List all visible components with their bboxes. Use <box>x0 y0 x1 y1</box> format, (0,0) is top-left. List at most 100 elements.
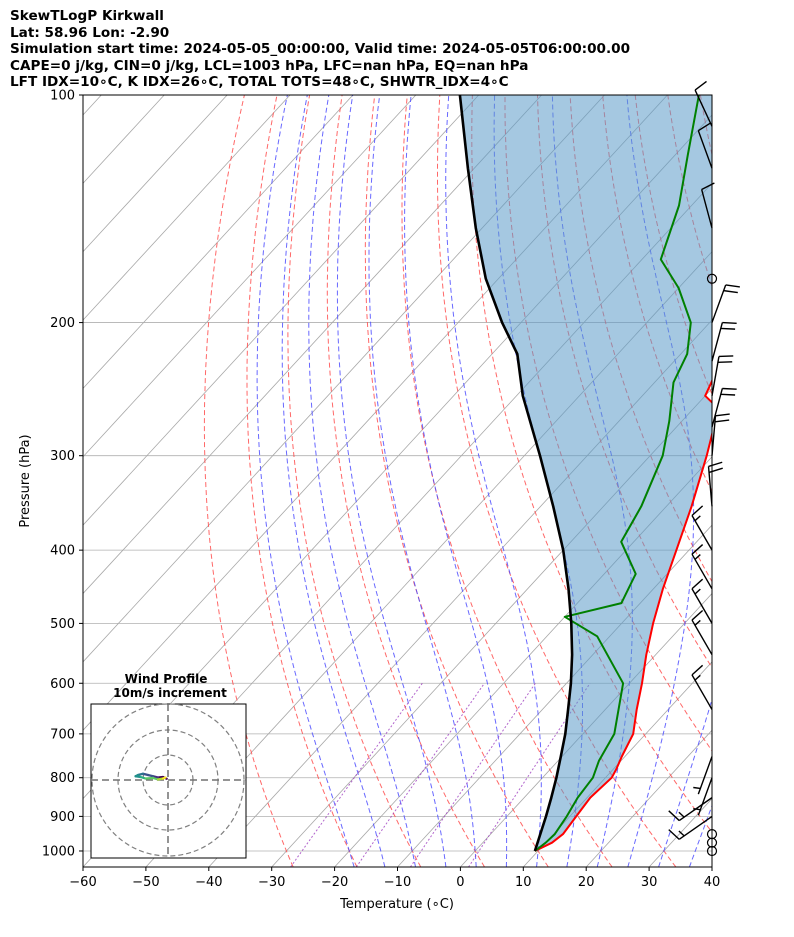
calm-wind-circle <box>706 829 718 840</box>
wind-barb-staff <box>691 515 713 551</box>
wind-barb <box>711 321 737 362</box>
dry-adiabat <box>203 95 294 867</box>
wind-barb-feather <box>694 80 707 91</box>
wind-barb <box>668 797 713 822</box>
dry-adiabat <box>326 95 485 867</box>
wind-barb-staff <box>711 388 724 428</box>
wind-barb-feather <box>723 289 738 294</box>
isotherm-line <box>711 866 712 867</box>
wind-barb-staff <box>678 815 713 840</box>
calm-wind-circle <box>706 845 718 857</box>
chart-title: SkewTLogP Kirkwall <box>10 8 164 24</box>
x-tick-label: −60 <box>69 875 96 890</box>
cape-line: CAPE=0 j/kg, CIN=0 j/kg, LCL=1003 hPa, L… <box>10 57 529 74</box>
wind-barb-feather <box>691 609 704 621</box>
wind-barb-staff <box>711 322 724 362</box>
isotherm-line <box>145 251 712 867</box>
wind-barb <box>693 777 713 816</box>
isotherm-line <box>83 95 542 595</box>
wind-barb-feather <box>708 467 723 474</box>
temperature-line <box>534 378 712 852</box>
wind-barb <box>694 80 713 127</box>
wind-barb <box>691 578 713 624</box>
wind-barb-half-feather <box>693 807 701 811</box>
mixing-ratio-line <box>355 683 485 867</box>
y-tick-label: 200 <box>50 316 75 331</box>
wind-barb-staff <box>711 415 717 456</box>
x-axis-label: Temperature (∘C) <box>339 897 454 912</box>
wind-barb <box>693 756 713 795</box>
isotherm-line <box>83 95 291 321</box>
x-tick-label: 20 <box>578 875 595 890</box>
moist-adiabat <box>720 95 794 867</box>
hodograph-ring <box>91 703 245 857</box>
wind-barb-feather <box>668 829 680 840</box>
wind-barb-half-feather <box>678 811 685 818</box>
isotherm-line <box>83 95 354 390</box>
wind-barb <box>707 461 723 507</box>
y-tick-label: 900 <box>50 810 75 825</box>
wind-barb <box>691 505 713 551</box>
wind-barb <box>711 284 740 323</box>
isotherm-line <box>585 729 712 867</box>
mixing-ratio-line <box>468 683 591 867</box>
dry-adiabat <box>733 95 794 867</box>
wind-barb <box>697 122 713 169</box>
wind-barb-half-feather <box>694 674 701 681</box>
wind-barbs <box>668 80 740 857</box>
wind-barb-feather <box>725 284 740 288</box>
dry-adiabat <box>364 95 549 867</box>
wind-barb-half-feather <box>678 830 685 837</box>
wind-barb-staff <box>697 130 713 169</box>
y-tick-label: 1000 <box>42 844 75 859</box>
wind-barb-half-feather <box>693 786 701 790</box>
x-tick-label: −40 <box>195 875 222 890</box>
dewpoint-line <box>534 95 700 852</box>
dry-adiabat <box>437 95 677 867</box>
wind-barb-staff <box>697 777 713 816</box>
wind-barb-feather <box>708 461 723 468</box>
isotherm-line <box>83 95 102 116</box>
isotherm-line <box>83 95 228 253</box>
isotherm-line <box>397 524 712 867</box>
wind-barb <box>691 664 713 710</box>
x-tick-label: −20 <box>321 875 348 890</box>
wind-barb <box>711 387 737 428</box>
dry-adiabat <box>471 95 712 833</box>
wind-barb-feather <box>668 810 680 822</box>
moist-adiabat <box>281 95 386 867</box>
cin-shaded-area <box>459 95 712 851</box>
isotherm-line <box>775 95 794 867</box>
wind-barb-feather <box>715 413 730 417</box>
wind-barb-feather <box>691 505 704 517</box>
y-tick-label: 400 <box>50 544 75 559</box>
wind-barb-feather <box>697 122 711 132</box>
indices-line: LFT IDX=10∘C, K IDX=26∘C, TOTAL TOTS=48∘… <box>10 74 509 90</box>
wind-barb-feather <box>718 355 734 358</box>
wind-barb-feather <box>720 393 736 396</box>
x-tick-label: −30 <box>258 875 285 890</box>
y-axis-label: Pressure (hPa) <box>18 434 33 527</box>
wind-barb-staff <box>691 553 713 590</box>
wind-barb <box>700 182 715 229</box>
data-layer <box>458 95 712 852</box>
x-tick-label: 0 <box>456 875 464 890</box>
wind-barb-staff <box>711 356 720 396</box>
axis-layer: −60 −50 −40 −30 −20 −10 0 10 20 30 40 1000 900 800 700… <box>42 89 720 891</box>
moist-adiabat <box>256 95 355 867</box>
time-line: Simulation start time: 2024-05-05_00:00:… <box>10 41 631 57</box>
hodograph-title: Wind Profile <box>125 672 208 686</box>
wind-barb-feather <box>717 361 733 364</box>
wind-barb-staff <box>691 619 713 656</box>
y-tick-label: 100 <box>50 89 75 104</box>
wind-barb-feather <box>720 327 736 330</box>
x-tick-label: 30 <box>641 875 658 890</box>
wind-barb-staff <box>694 89 713 127</box>
wind-barb-feather <box>722 387 737 390</box>
moist-adiabat <box>336 95 447 867</box>
moist-adiabat <box>368 95 477 867</box>
moist-adiabat <box>308 95 416 867</box>
isotherm-line <box>83 95 480 526</box>
dry-adiabat <box>246 95 358 867</box>
